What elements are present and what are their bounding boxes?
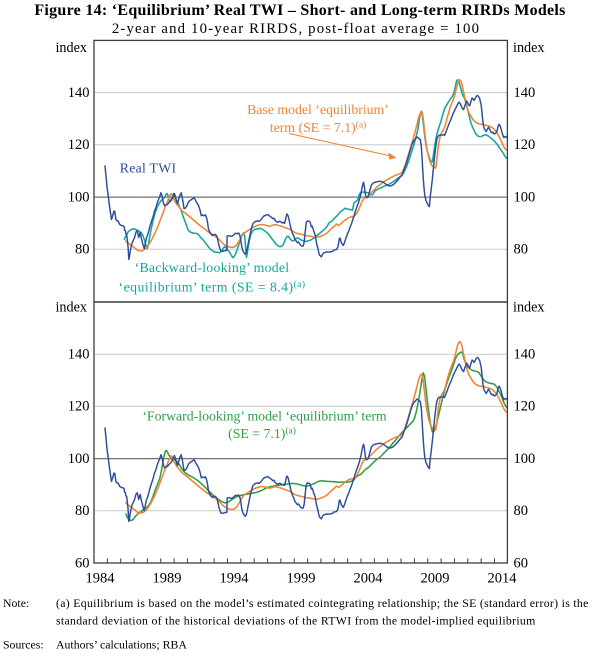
svg-text:2004: 2004 <box>354 571 384 587</box>
svg-text:1984: 1984 <box>86 571 116 587</box>
svg-text:(SE = 7.1)(a): (SE = 7.1)(a) <box>228 426 296 443</box>
svg-text:Figure 14: ‘Equilibrium’ Real: Figure 14: ‘Equilibrium’ Real TWI – Shor… <box>34 2 565 19</box>
svg-text:term (SE = 7.1)(a): term (SE = 7.1)(a) <box>270 120 367 137</box>
svg-text:‘Forward-looking’ model ‘equil: ‘Forward-looking’ model ‘equilibrium’ te… <box>142 409 387 424</box>
svg-text:140: 140 <box>68 85 90 101</box>
svg-text:1989: 1989 <box>153 571 182 587</box>
svg-text:index: index <box>55 300 87 316</box>
svg-text:2009: 2009 <box>421 571 450 587</box>
svg-text:(a) Equilibrium is based on th: (a) Equilibrium is based on the model’s … <box>56 596 589 610</box>
svg-text:1999: 1999 <box>287 571 316 587</box>
svg-text:Authors’ calculations; RBA: Authors’ calculations; RBA <box>56 638 187 652</box>
svg-text:2-year and 10-year RIRDS, post: 2-year and 10-year RIRDS, post-float ave… <box>112 21 480 37</box>
svg-text:120: 120 <box>514 399 536 415</box>
svg-text:Base model ‘equilibrium’: Base model ‘equilibrium’ <box>247 102 389 117</box>
svg-text:140: 140 <box>514 85 536 101</box>
svg-text:standard deviation of the hist: standard deviation of the historical dev… <box>56 614 536 628</box>
svg-text:60: 60 <box>514 555 529 571</box>
svg-text:Real TWI: Real TWI <box>120 161 177 176</box>
svg-text:100: 100 <box>514 451 536 467</box>
svg-text:120: 120 <box>68 399 90 415</box>
svg-text:1994: 1994 <box>220 571 250 587</box>
svg-text:120: 120 <box>514 137 536 153</box>
svg-text:100: 100 <box>68 451 90 467</box>
svg-text:100: 100 <box>514 189 536 205</box>
svg-text:index: index <box>513 40 545 56</box>
svg-text:80: 80 <box>75 503 90 519</box>
svg-text:140: 140 <box>514 347 536 363</box>
svg-text:80: 80 <box>514 242 529 258</box>
svg-text:‘Backward-looking’ model: ‘Backward-looking’ model <box>135 260 290 275</box>
svg-text:100: 100 <box>68 189 90 205</box>
svg-text:60: 60 <box>75 555 90 571</box>
svg-text:index: index <box>513 300 545 316</box>
svg-text:120: 120 <box>68 137 90 153</box>
svg-text:140: 140 <box>68 347 90 363</box>
svg-text:‘equilibrium’ term (SE = 8.4)(: ‘equilibrium’ term (SE = 8.4)(a) <box>119 279 306 296</box>
svg-text:Note:: Note: <box>3 596 29 610</box>
svg-text:80: 80 <box>514 503 529 519</box>
svg-text:Sources:: Sources: <box>3 638 44 652</box>
svg-text:index: index <box>55 40 87 56</box>
svg-text:2014: 2014 <box>488 571 518 587</box>
svg-text:80: 80 <box>75 242 90 258</box>
